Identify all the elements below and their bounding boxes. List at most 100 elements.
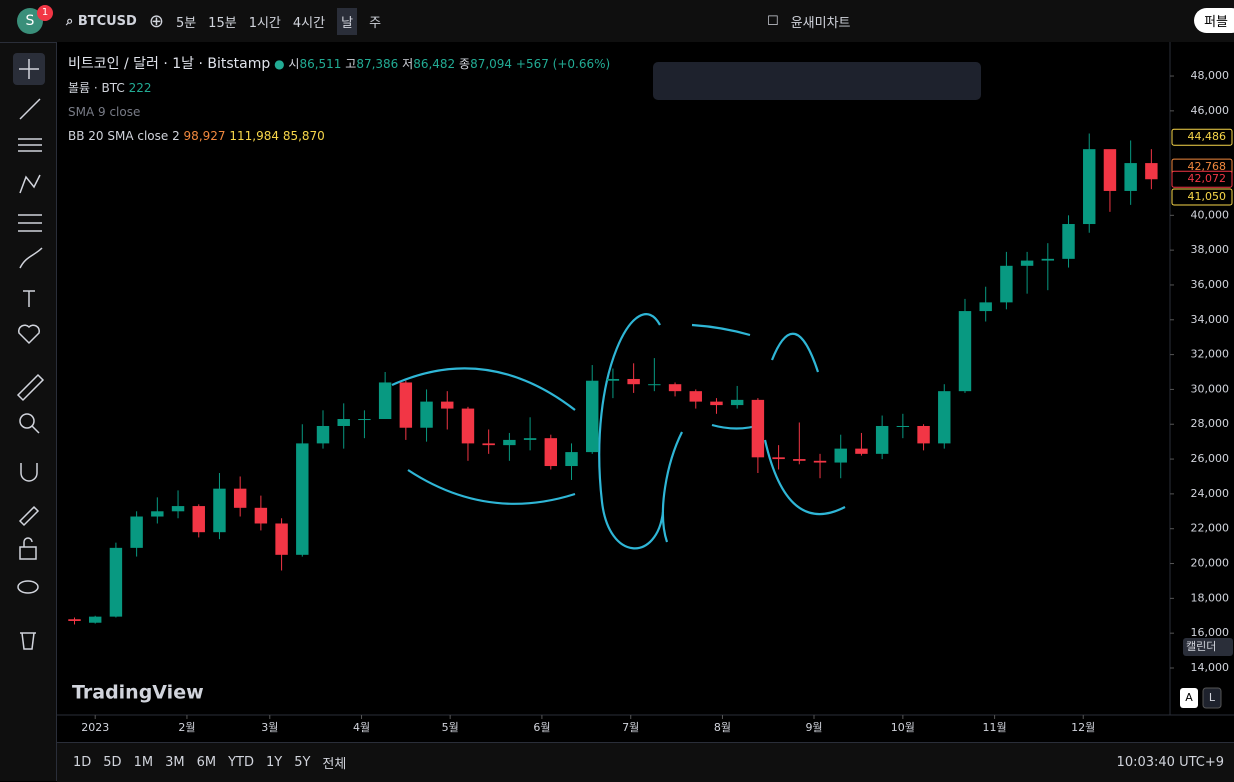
range[interactable]: YTD [228, 755, 254, 770]
x-tick-label: 9월 [805, 721, 822, 734]
candle-body [275, 523, 288, 555]
publish-button[interactable]: 퍼블 [1194, 8, 1234, 33]
candle-body [565, 452, 578, 467]
volume-label: 볼륨 · BTC [68, 81, 125, 95]
candle-body [751, 399, 765, 458]
ohlc-label: 종 [459, 57, 471, 71]
candle-body [503, 439, 516, 446]
ohlc-label: 고 [345, 57, 357, 71]
y-tick-label: 28,000 [1191, 417, 1230, 430]
interval[interactable]: 1시간 [248, 15, 281, 31]
interval[interactable]: 5분 [175, 15, 197, 31]
price-marker [1171, 128, 1233, 146]
chart-background [57, 42, 1234, 742]
x-tick-label: 6월 [533, 721, 550, 734]
status-dot: ● [274, 57, 285, 71]
x-tick-label: 3월 [261, 721, 278, 734]
price-marker [1171, 170, 1233, 188]
candle-body [482, 443, 495, 446]
x-tick-label: 2023 [81, 721, 109, 734]
bb-label: BB 20 SMA close 2 [68, 129, 180, 143]
y-tick-label: 14,000 [1191, 661, 1230, 674]
drawing-float-toolbar [653, 62, 981, 100]
drawing-toolbar [0, 43, 57, 781]
chart-legend: 비트코인 / 달러 · 1날 · Bitstamp ● 시86,511 고87,… [68, 52, 610, 148]
candle-body [171, 506, 185, 512]
candle-body [1145, 163, 1158, 180]
candle-body [648, 384, 661, 386]
candle-body [710, 401, 723, 406]
y-tick-label: 22,000 [1191, 522, 1230, 535]
range[interactable]: 6M [196, 755, 217, 770]
layout-name[interactable]: 윤새미차트 [790, 15, 851, 31]
layout-checkbox[interactable]: ☐ [767, 13, 779, 29]
candle-body [730, 399, 744, 406]
range[interactable]: 5Y [294, 755, 311, 770]
calendar-label: 캘린더 [1186, 640, 1216, 653]
chart: TradingView 캘린더 A L 14,000 16,000 18,000 20… [57, 42, 1234, 742]
candle-body [358, 419, 371, 421]
tool-icons [13, 53, 45, 650]
y-tick-label: 36,000 [1191, 278, 1230, 291]
y-tick-label: 32,000 [1191, 348, 1230, 361]
x-tick-label: 10월 [891, 721, 915, 734]
candle-body [441, 401, 454, 409]
symbol-search[interactable]: ⌕ BTCUSD [66, 13, 137, 29]
ohlc-label: 시 [288, 57, 300, 71]
range[interactable]: 전체 [322, 757, 347, 772]
range[interactable]: 1D [73, 755, 92, 770]
calendar-tab[interactable] [1183, 638, 1233, 656]
candle-body [1062, 224, 1075, 259]
candle-body [192, 506, 205, 533]
bb-value: 111,984 [229, 129, 279, 143]
ohlc-label: 저 [402, 57, 414, 71]
range[interactable]: 1M [133, 755, 154, 770]
top-toolbar: S 1 ⌕ BTCUSD ⊕ 5분 15분 1시간 4시간 날 주 ☐ 윤새미차… [0, 0, 1234, 43]
candle-body [109, 547, 123, 617]
interval-active[interactable]: 날 [337, 7, 358, 35]
scale-label: L [1209, 691, 1216, 704]
scale-label: A [1185, 691, 1193, 704]
add-symbol[interactable]: ⊕ [148, 10, 164, 32]
y-tick-label: 46,000 [1191, 104, 1230, 117]
y-tick-label: 26,000 [1191, 452, 1230, 465]
volume-value: 222 [128, 81, 152, 95]
candle-body [668, 384, 682, 392]
candle-body [606, 378, 620, 381]
candle-body [896, 425, 910, 427]
range[interactable]: 5D [103, 755, 122, 770]
candle-body [1103, 149, 1117, 191]
candle-body [461, 408, 475, 444]
candle-body [586, 380, 599, 453]
candle-body [627, 378, 640, 385]
interval[interactable]: 4시간 [292, 15, 326, 31]
candle-body [1083, 149, 1096, 225]
scale-button[interactable] [1202, 687, 1222, 709]
watermark: TradingView [72, 682, 204, 704]
notification-badge: 1 [37, 5, 53, 21]
candle-body [420, 401, 433, 428]
range[interactable]: 1Y [265, 755, 283, 770]
y-tick-label: 40,000 [1191, 208, 1230, 221]
interval[interactable]: 15분 [208, 15, 237, 31]
candle-body [523, 438, 537, 440]
candle-body [233, 488, 247, 508]
candle-body [88, 616, 102, 623]
bottom-toolbar: 1D 5D 1M 3M 6M YTD 1Y 5Y 전체 10:03:40 UTC… [57, 742, 1234, 782]
candle-body [1020, 260, 1034, 266]
x-tick-label: 2월 [178, 721, 195, 734]
scale-button[interactable] [1180, 688, 1198, 708]
price-marker-label: 42,768 [1188, 160, 1227, 173]
ohlc-value: 87,094 [470, 57, 513, 71]
candle-body [213, 488, 226, 533]
candle-body [1041, 258, 1055, 261]
bb-value: 85,870 [282, 129, 325, 143]
interval[interactable]: 주 [369, 15, 382, 31]
x-tick-label: 7월 [622, 721, 639, 734]
candle-body [834, 448, 847, 463]
range[interactable]: 3M [165, 755, 185, 770]
x-tick-label: 4월 [353, 721, 370, 734]
price-marker-label: 42,072 [1188, 172, 1227, 185]
candle-body [1000, 265, 1013, 303]
